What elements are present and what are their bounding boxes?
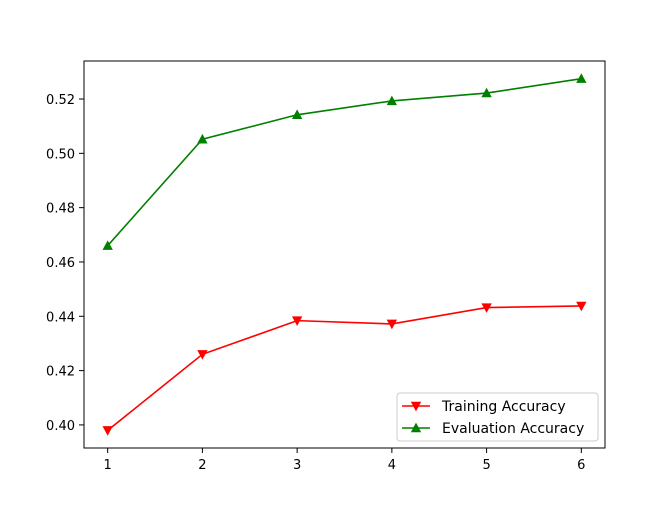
- series-training-accuracy: [102, 301, 587, 436]
- legend-label: Training Accuracy: [441, 399, 566, 415]
- legend-entry: Training Accuracy: [402, 399, 566, 415]
- x-tick-label: 1: [104, 458, 112, 473]
- legend-box: [396, 392, 599, 442]
- x-tick-label: 2: [198, 458, 206, 473]
- data-point: [102, 426, 113, 436]
- y-tick-label: 0.52: [46, 93, 75, 108]
- x-tick-label: 4: [388, 458, 396, 473]
- data-point: [481, 303, 492, 313]
- data-point: [291, 316, 303, 326]
- y-tick-label: 0.48: [46, 202, 75, 217]
- data-point: [386, 95, 398, 106]
- series-line: [107, 77, 582, 247]
- legend-label: Evaluation Accuracy: [442, 421, 584, 437]
- data-point: [481, 87, 492, 98]
- x-tick-label: 6: [577, 458, 585, 473]
- plot-frame: [83, 60, 606, 449]
- legend-swatch-marker: [410, 401, 422, 412]
- y-tick-label: 0.42: [46, 365, 75, 380]
- data-point: [197, 350, 208, 360]
- data-point: [576, 73, 587, 83]
- data-point: [102, 240, 113, 250]
- y-tick-label: 0.50: [46, 147, 75, 162]
- x-tick-label: 5: [482, 458, 490, 473]
- series-layer: [102, 73, 587, 436]
- data-point: [386, 319, 398, 330]
- x-tick-label: 3: [293, 458, 301, 473]
- series-line: [107, 305, 582, 431]
- legend-swatch-marker: [410, 422, 422, 433]
- axes: 1 2 3 4 5 6 0.40 0.42 0.44 0.46 0.48 0.50 0.52: [46, 60, 606, 473]
- series-evaluation-accuracy: [102, 73, 587, 250]
- legend: Training Accuracy Evaluation Accuracy: [396, 392, 599, 442]
- legend-entry: Evaluation Accuracy: [402, 421, 584, 437]
- data-point: [291, 109, 303, 119]
- y-tick-label: 0.44: [46, 310, 75, 325]
- data-point: [576, 301, 587, 312]
- data-point: [197, 133, 208, 144]
- y-tick-label: 0.40: [46, 419, 75, 434]
- y-tick-label: 0.46: [46, 256, 75, 271]
